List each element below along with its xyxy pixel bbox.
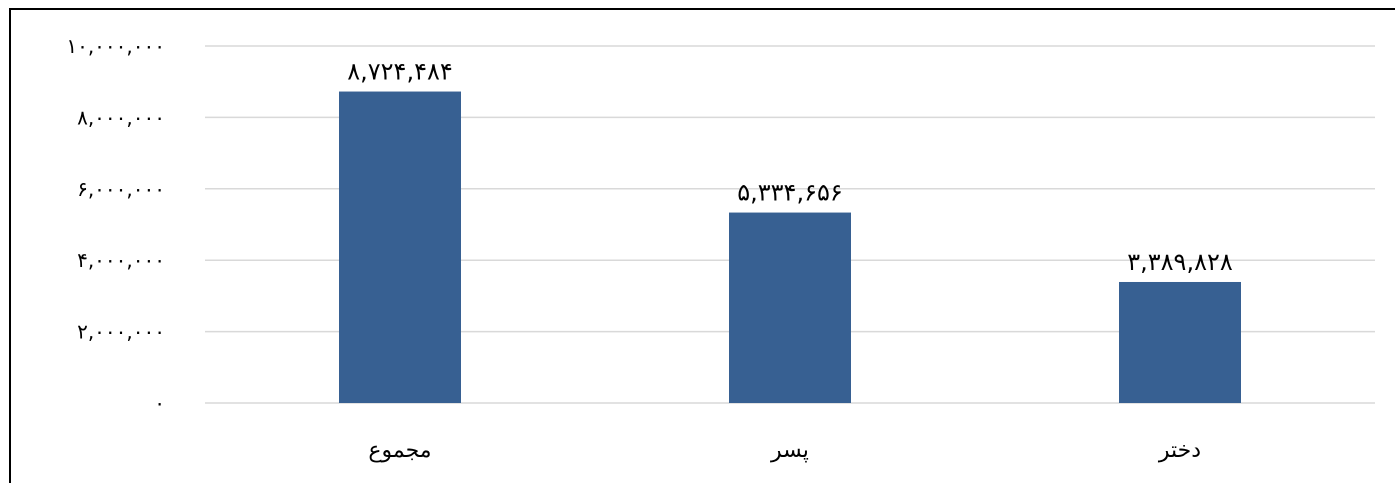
bar (339, 91, 461, 403)
chart-frame (9, 8, 1395, 483)
x-axis-category-labels: مجموع پسر دختر (368, 438, 1201, 463)
data-label: ۸,۷۲۴,۴۸۴ (347, 58, 453, 86)
data-label: ۵,۳۳۴,۶۵۶ (737, 179, 843, 207)
category-label: دختر (1158, 438, 1201, 463)
category-label: پسر (770, 438, 809, 463)
category-label: مجموع (368, 438, 431, 463)
data-label: ۳,۳۸۹,۸۲۸ (1127, 248, 1233, 276)
data-labels: ۸,۷۲۴,۴۸۴ ۵,۳۳۴,۶۵۶ ۳,۳۸۹,۸۲۸ (347, 58, 1233, 276)
y-tick-label: ۶,۰۰۰,۰۰۰ (77, 177, 165, 201)
y-tick-label: ۲,۰۰۰,۰۰۰ (77, 320, 165, 344)
bars (339, 91, 1241, 403)
y-tick-label: ۸,۰۰۰,۰۰۰ (77, 105, 165, 129)
bar (729, 212, 851, 403)
y-axis-tick-labels: ۰ ۲,۰۰۰,۰۰۰ ۴,۰۰۰,۰۰۰ ۶,۰۰۰,۰۰۰ ۸,۰۰۰,۰۰۰ ۱۰,… (66, 34, 165, 415)
y-tick-label: ۱۰,۰۰۰,۰۰۰ (66, 34, 165, 58)
bar (1119, 281, 1241, 403)
y-tick-label: ۰ (154, 391, 165, 415)
y-tick-label: ۴,۰۰۰,۰۰۰ (77, 248, 165, 272)
